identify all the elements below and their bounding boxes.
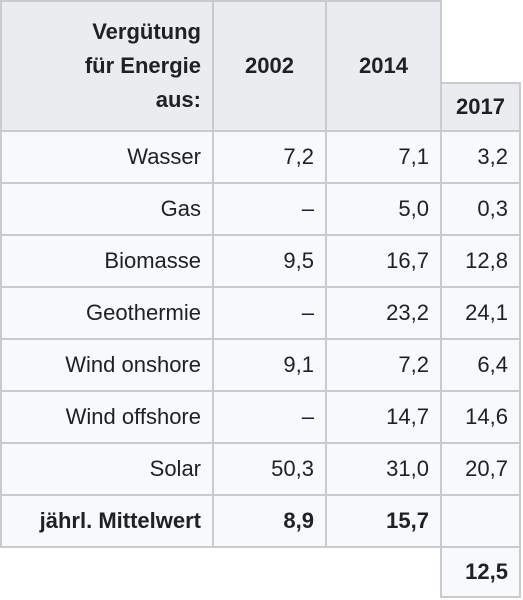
cell-wind-onshore-2017: 6,4: [440, 338, 521, 392]
mean-2017-value: 12,5: [440, 546, 521, 598]
cell-gas-2014: 5,0: [325, 182, 442, 236]
header-2017: 2017: [440, 82, 521, 132]
cell-solar-2014: 31,0: [325, 442, 442, 496]
mean-2014: 15,7: [325, 494, 442, 548]
cell-wind-offshore-2014: 14,7: [325, 390, 442, 444]
cell-biomasse-2014: 16,7: [325, 234, 442, 288]
cell-biomasse-2002: 9,5: [212, 234, 327, 288]
cell-gas-2017: 0,3: [440, 182, 521, 236]
row-label-biomasse: Biomasse: [0, 234, 214, 288]
cell-wind-offshore-2002: –: [212, 390, 327, 444]
cell-wasser-2014: 7,1: [325, 130, 442, 184]
header-label-line-1: Vergütung: [92, 19, 201, 44]
row-label-wind-onshore: Wind onshore: [0, 338, 214, 392]
cell-gas-2002: –: [212, 182, 327, 236]
cell-biomasse-2017: 12,8: [440, 234, 521, 288]
header-label-cell: Vergütung für Energie aus:: [0, 0, 214, 132]
cell-wasser-2017: 3,2: [440, 130, 521, 184]
cell-solar-2017: 20,7: [440, 442, 521, 496]
cell-geothermie-2017: 24,1: [440, 286, 521, 340]
header-2014: 2014: [325, 0, 442, 132]
cell-geothermie-2014: 23,2: [325, 286, 442, 340]
row-label-wind-offshore: Wind offshore: [0, 390, 214, 444]
mean-2017-empty: [440, 494, 521, 548]
cell-wind-onshore-2002: 9,1: [212, 338, 327, 392]
row-label-wasser: Wasser: [0, 130, 214, 184]
header-2002: 2002: [212, 0, 327, 132]
mean-row-label: jährl. Mittelwert: [0, 494, 214, 548]
row-label-solar: Solar: [0, 442, 214, 496]
cell-geothermie-2002: –: [212, 286, 327, 340]
cell-wind-offshore-2017: 14,6: [440, 390, 521, 444]
cell-solar-2002: 50,3: [212, 442, 327, 496]
header-label-line-3: aus:: [155, 87, 201, 112]
cell-wind-onshore-2014: 7,2: [325, 338, 442, 392]
row-label-gas: Gas: [0, 182, 214, 236]
header-label-line-2: für Energie: [84, 53, 201, 78]
row-label-geothermie: Geothermie: [0, 286, 214, 340]
cell-wasser-2002: 7,2: [212, 130, 327, 184]
mean-2002: 8,9: [212, 494, 327, 548]
